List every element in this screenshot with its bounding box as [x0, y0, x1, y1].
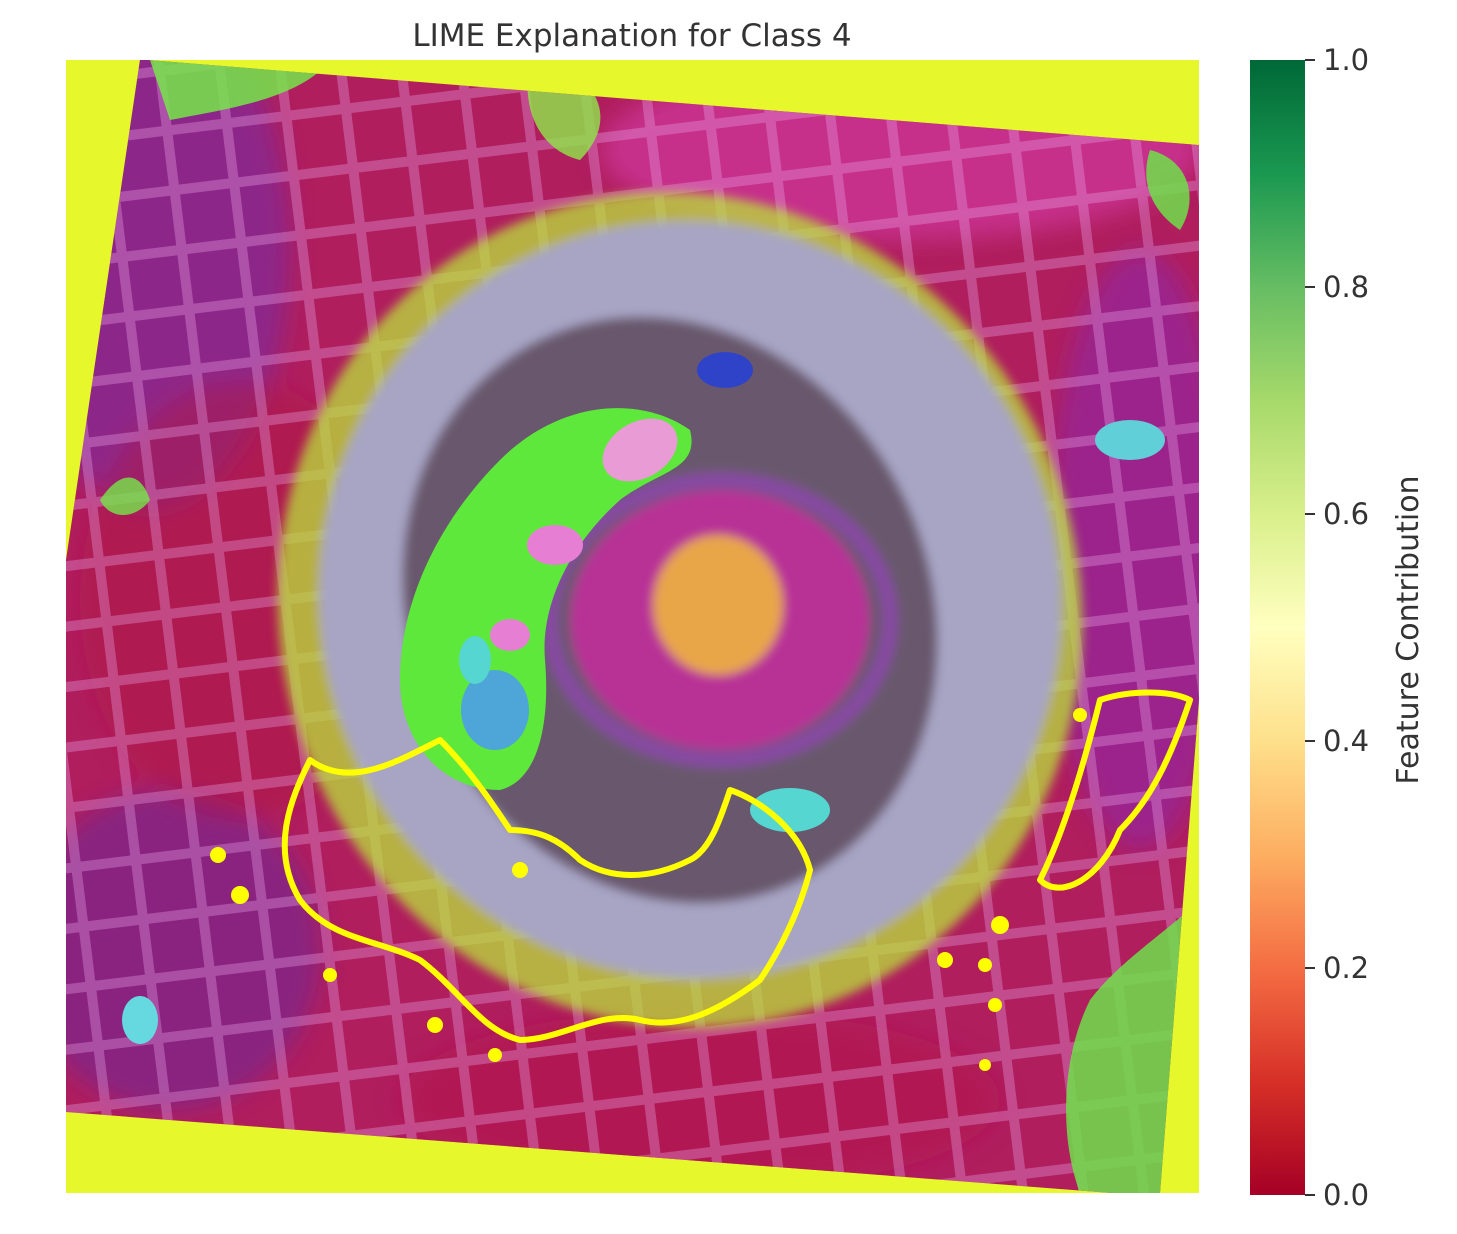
yellow-dot — [979, 1059, 991, 1071]
colorbar-ticks: 0.0 0.2 0.4 0.6 0.8 1.0 — [1305, 43, 1369, 1212]
colorbar-tick-label: 0.8 — [1323, 270, 1369, 304]
orange-core — [653, 535, 783, 675]
yellow-dot — [988, 998, 1002, 1012]
colorbar-tick-label: 1.0 — [1323, 43, 1369, 77]
green-edge-patch — [1066, 900, 1199, 1193]
pink-spot-top — [602, 418, 678, 482]
yellow-dot — [991, 916, 1009, 934]
yellow-dot — [937, 952, 953, 968]
green-edge-patch — [100, 477, 150, 515]
yellow-dot — [1073, 708, 1087, 722]
colorbar-tick-label: 0.4 — [1323, 724, 1369, 758]
colorbar-tick-label: 0.0 — [1323, 1178, 1369, 1212]
blue-dots-top — [697, 352, 753, 388]
heatmap-image — [66, 60, 1199, 1193]
cyan-patch-right — [750, 788, 830, 832]
yellow-dots — [210, 708, 1087, 1071]
yellow-dot — [488, 1048, 502, 1062]
colorbar-label: Feature Contribution — [1391, 475, 1426, 784]
blue-spot — [461, 670, 529, 750]
rotated-photo — [66, 60, 1199, 1193]
yellow-dot — [231, 886, 249, 904]
green-edge-patch — [1146, 150, 1190, 230]
colorbar-gradient — [1250, 60, 1305, 1195]
yellow-dot — [978, 958, 992, 972]
yellow-dot — [210, 847, 226, 863]
pink-spot-low — [490, 619, 530, 651]
cyan-patch-far-right — [1095, 420, 1165, 460]
colorbar-tick-label: 0.6 — [1323, 497, 1369, 531]
chart-title: LIME Explanation for Class 4 — [412, 18, 851, 54]
yellow-dot — [427, 1017, 443, 1033]
colorbar: 0.0 0.2 0.4 0.6 0.8 1.0 Feature Contribution — [1250, 43, 1426, 1212]
colorbar-tick-label: 0.2 — [1323, 951, 1369, 985]
yellow-dot — [323, 968, 337, 982]
cyan-patch-bottom-left — [122, 996, 158, 1044]
cyan-spot-left — [459, 636, 491, 684]
green-edge-patch — [150, 60, 330, 120]
yellow-dot — [512, 862, 528, 878]
pink-spot-mid — [527, 525, 583, 565]
yellow-boundary — [281, 689, 1193, 1043]
purple-core-rim — [542, 472, 898, 768]
